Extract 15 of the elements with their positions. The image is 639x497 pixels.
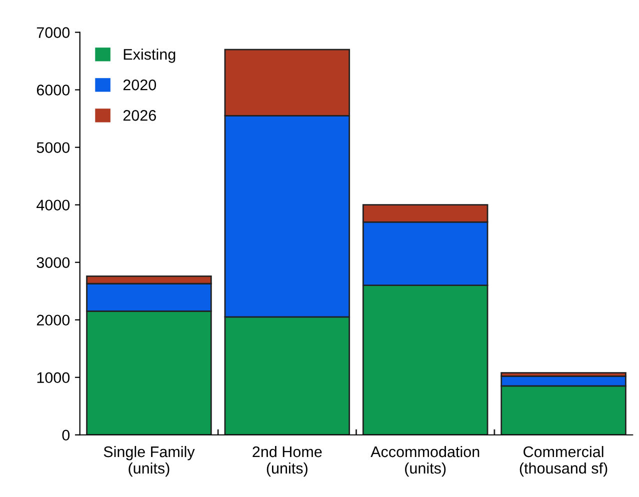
y-tick-label: 1000 [37,372,70,384]
legend-label: 2026 [123,110,156,121]
x-tick-label: Accommodation (units) [370,446,480,477]
y-tick-label: 4000 [36,200,70,211]
x-tick-label: 2nd Home (units) [252,446,322,477]
y-tick-label: 6000 [36,84,70,96]
x-tick-label: Commercial (thousand sf) [520,446,608,477]
y-tick-label: 0 [62,430,70,441]
y-tick-label: 2000 [36,314,70,326]
legend-label: 2020 [123,80,156,90]
y-tick-label: 3000 [36,257,70,268]
x-tick-label: Single Family (units) [104,446,195,477]
y-tick-label: 7000 [36,27,70,38]
legend-label: Existing [124,48,176,63]
y-tick-label: 5000 [36,142,70,154]
